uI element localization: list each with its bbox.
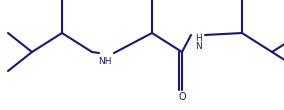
Text: N: N	[195, 42, 201, 51]
Text: NH: NH	[98, 57, 112, 66]
Text: H: H	[195, 34, 201, 43]
Text: O: O	[178, 92, 186, 102]
